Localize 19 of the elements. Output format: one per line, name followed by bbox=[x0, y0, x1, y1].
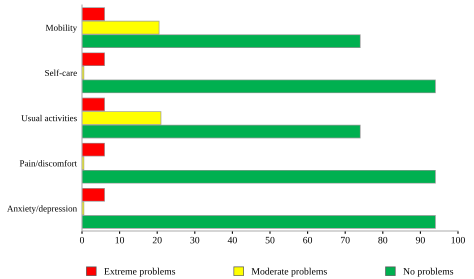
y-tick-label: Anxiety/depression bbox=[7, 205, 77, 214]
legend-label: Extreme problems bbox=[104, 268, 176, 277]
y-tick-label: Self-care bbox=[45, 70, 77, 76]
y-tick-label: Pain/discomfort bbox=[20, 160, 78, 166]
x-tick-label: 30 bbox=[190, 236, 200, 244]
legend-label: Moderate problems bbox=[252, 268, 327, 277]
x-tick-label: 0 bbox=[80, 236, 84, 244]
x-tick-label: 50 bbox=[266, 236, 274, 244]
x-tick-label: 80 bbox=[378, 236, 388, 244]
x-tick-label: 40 bbox=[228, 236, 237, 244]
x-tick-label: 20 bbox=[152, 236, 162, 244]
y-tick-label: Mobility bbox=[46, 24, 78, 33]
x-tick-label: 90 bbox=[416, 236, 425, 244]
x-tick-label: 70 bbox=[340, 236, 350, 244]
legend-label: No problems bbox=[403, 268, 454, 277]
y-tick-label: Usual activities bbox=[21, 114, 77, 122]
x-tick-label: 100 bbox=[452, 236, 465, 244]
x-tick-label: 60 bbox=[303, 236, 312, 244]
x-tick-label: 10 bbox=[116, 236, 124, 244]
